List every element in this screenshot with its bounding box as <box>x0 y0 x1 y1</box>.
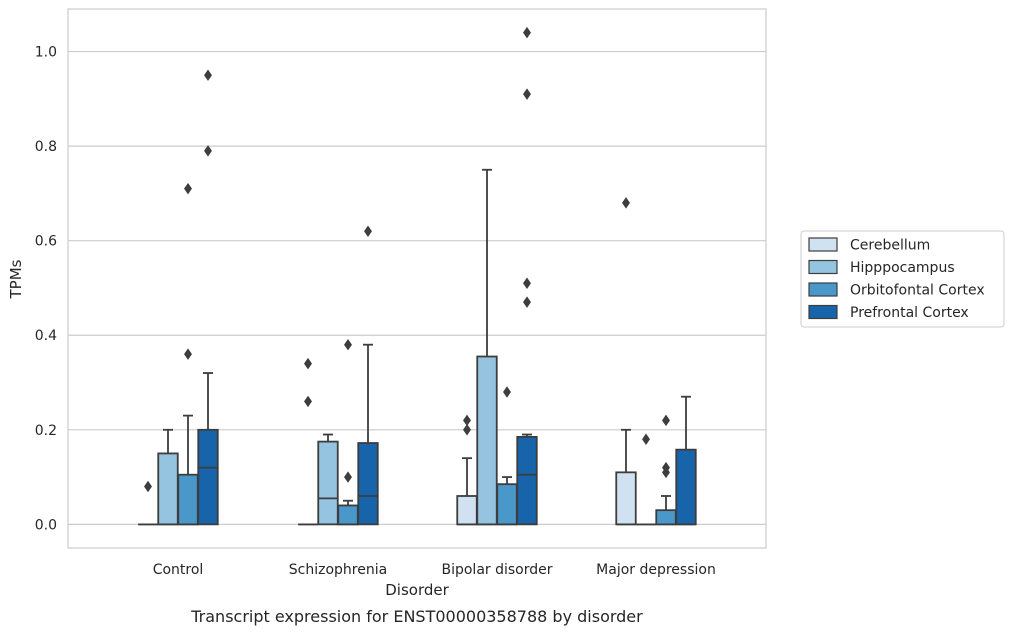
legend-label: Cerebellum <box>850 238 930 254</box>
box-body <box>357 442 379 526</box>
legend-frame <box>800 230 1005 328</box>
outlier-point <box>344 338 352 351</box>
box-body <box>197 428 219 526</box>
outlier-point <box>204 69 212 81</box>
outlier-point <box>642 433 650 445</box>
box-body <box>317 440 339 526</box>
y-axis-label: TPMs <box>7 259 25 299</box>
legend-swatch <box>808 304 838 320</box>
legend-swatch <box>808 259 838 275</box>
box-1-2 <box>476 168 498 526</box>
box-body <box>516 435 538 526</box>
box-body <box>337 504 359 526</box>
outlier-point <box>304 357 312 370</box>
legend-swatch <box>808 282 838 297</box>
y-tick-label: 0.2 <box>35 423 57 439</box>
x-axis-ticks: Control Schizophrenia Bipolar disorder Majo… <box>153 562 716 578</box>
outlier-point <box>463 424 471 436</box>
box-3-0 <box>197 69 219 526</box>
outlier-point <box>204 145 212 157</box>
outlier-point <box>463 414 471 427</box>
y-axis-ticks: 0.0 0.2 0.4 0.6 0.8 1.0 <box>35 45 57 534</box>
y-tick-label: 1.0 <box>35 45 57 61</box>
box-2-3 <box>655 414 677 526</box>
x-tick-label: Bipolar disorder <box>441 562 552 578</box>
legend-label: Prefrontal Cortex <box>850 305 969 321</box>
outlier-point <box>523 277 531 289</box>
box-0-2 <box>456 414 478 526</box>
box-0-0 <box>138 480 158 526</box>
box-body <box>157 452 179 526</box>
box-3-2 <box>516 26 538 526</box>
outlier-point <box>662 414 670 427</box>
outlier-point <box>144 480 152 493</box>
box-1-0 <box>157 428 179 526</box>
outlier-point <box>304 395 312 408</box>
box-3-3 <box>675 395 697 526</box>
outlier-point <box>523 296 531 308</box>
box-body <box>476 355 498 526</box>
box-2-0 <box>177 182 199 526</box>
outlier-point <box>184 348 192 360</box>
x-tick-label: Major depression <box>596 562 716 578</box>
outlier-point <box>364 225 372 237</box>
x-tick-label: Schizophrenia <box>289 562 387 578</box>
outlier-point <box>523 26 531 39</box>
legend-label: Hipppocampus <box>850 260 955 276</box>
y-tick-label: 0.4 <box>35 328 57 344</box>
plot-frame <box>67 8 767 549</box>
box-plot-marks <box>138 26 697 526</box>
outlier-point <box>184 182 192 195</box>
box-0-1 <box>298 357 318 526</box>
legend-label: Orbitofontal Cortex <box>850 283 985 299</box>
box-2-2 <box>496 386 518 526</box>
outlier-point <box>622 197 630 209</box>
box-1-3 <box>636 433 656 526</box>
box-body <box>177 473 199 526</box>
box-body <box>675 448 697 526</box>
box-3-1 <box>357 225 379 526</box>
box-body <box>456 495 478 526</box>
y-tick-label: 0.8 <box>35 139 57 155</box>
outlier-point <box>344 471 352 483</box>
legend: Cerebellum Hipppocampus Orbitofontal Corte… <box>800 230 1005 328</box>
y-tick-label: 0.6 <box>35 234 57 250</box>
outlier-point <box>662 466 670 479</box>
box-0-3 <box>615 197 637 526</box>
x-axis-label: Disorder <box>385 581 449 599</box>
box-body <box>496 483 518 526</box>
box-1-1 <box>317 433 339 526</box>
y-tick-label: 0.0 <box>35 517 57 533</box>
chart-caption: Transcript expression for ENST0000035878… <box>190 607 643 626</box>
outlier-point <box>503 386 511 398</box>
x-tick-label: Control <box>153 562 204 578</box>
box-2-1 <box>337 338 359 526</box>
outlier-point <box>523 88 531 100</box>
box-body <box>655 509 677 526</box>
legend-swatch <box>808 237 838 252</box>
box-body <box>615 471 637 526</box>
